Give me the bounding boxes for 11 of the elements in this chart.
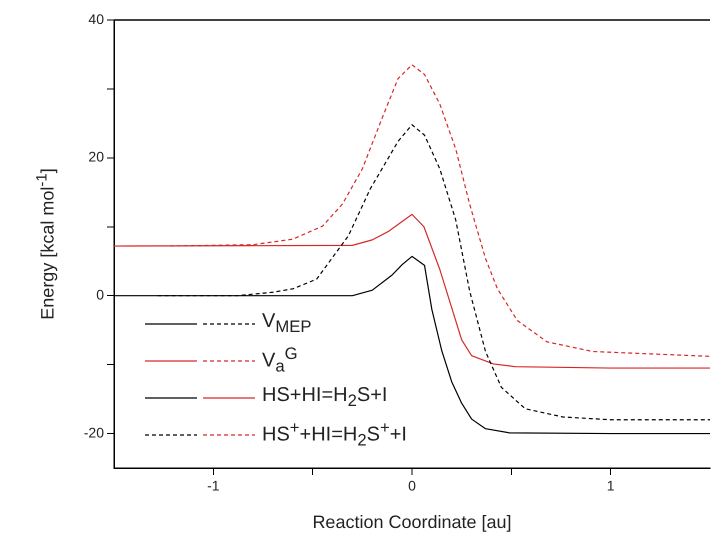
y-tick-label: 20 [88,148,104,165]
x-tick-label: 1 [606,477,615,494]
annotation: HS+HI=H$_{2}$S+I [262,384,388,411]
y-tick-label: 40 [88,10,104,27]
x-tick-label: 0 [408,477,416,494]
annotation: V$_{MEP}$ [262,310,312,337]
y-tick-label: -20 [84,424,104,440]
y-tick-label: 0 [96,286,104,303]
x-axis-title: Reaction Coordinate [au] [312,512,512,532]
x-tick-label: -1 [207,477,220,494]
annotation: HS$^{+}$+HI=H$_{2}$S$^{+}$+I [262,418,407,451]
